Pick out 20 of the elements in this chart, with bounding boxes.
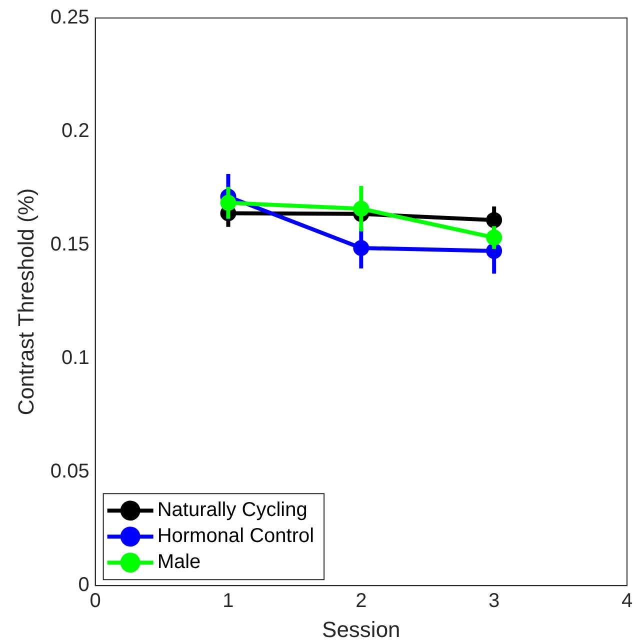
- legend-label: Hormonal Control: [157, 525, 314, 548]
- y-tick-label: 0.05: [50, 460, 90, 483]
- point: [353, 200, 370, 217]
- y-axis-title: Contrast Threshold (%): [13, 188, 38, 416]
- x-tick-label: 2: [356, 590, 367, 612]
- y-tick-label: 0.2: [62, 120, 90, 142]
- x-tick-label: 4: [621, 590, 633, 612]
- x-tick-label: 1: [222, 590, 234, 612]
- point: [353, 240, 370, 256]
- point: [486, 212, 502, 228]
- y-tick-label: 0.25: [50, 6, 90, 29]
- legend-label: Naturally Cycling: [157, 499, 308, 522]
- point: [486, 230, 502, 246]
- y-tick-label: 0: [78, 574, 90, 596]
- point: [220, 194, 236, 211]
- y-tick-label: 0.15: [50, 234, 90, 256]
- legend-label: Male: [157, 551, 201, 574]
- x-tick-label: 3: [488, 590, 500, 612]
- x-axis-title: Session: [322, 616, 400, 642]
- y-tick-label: 0.1: [62, 347, 90, 370]
